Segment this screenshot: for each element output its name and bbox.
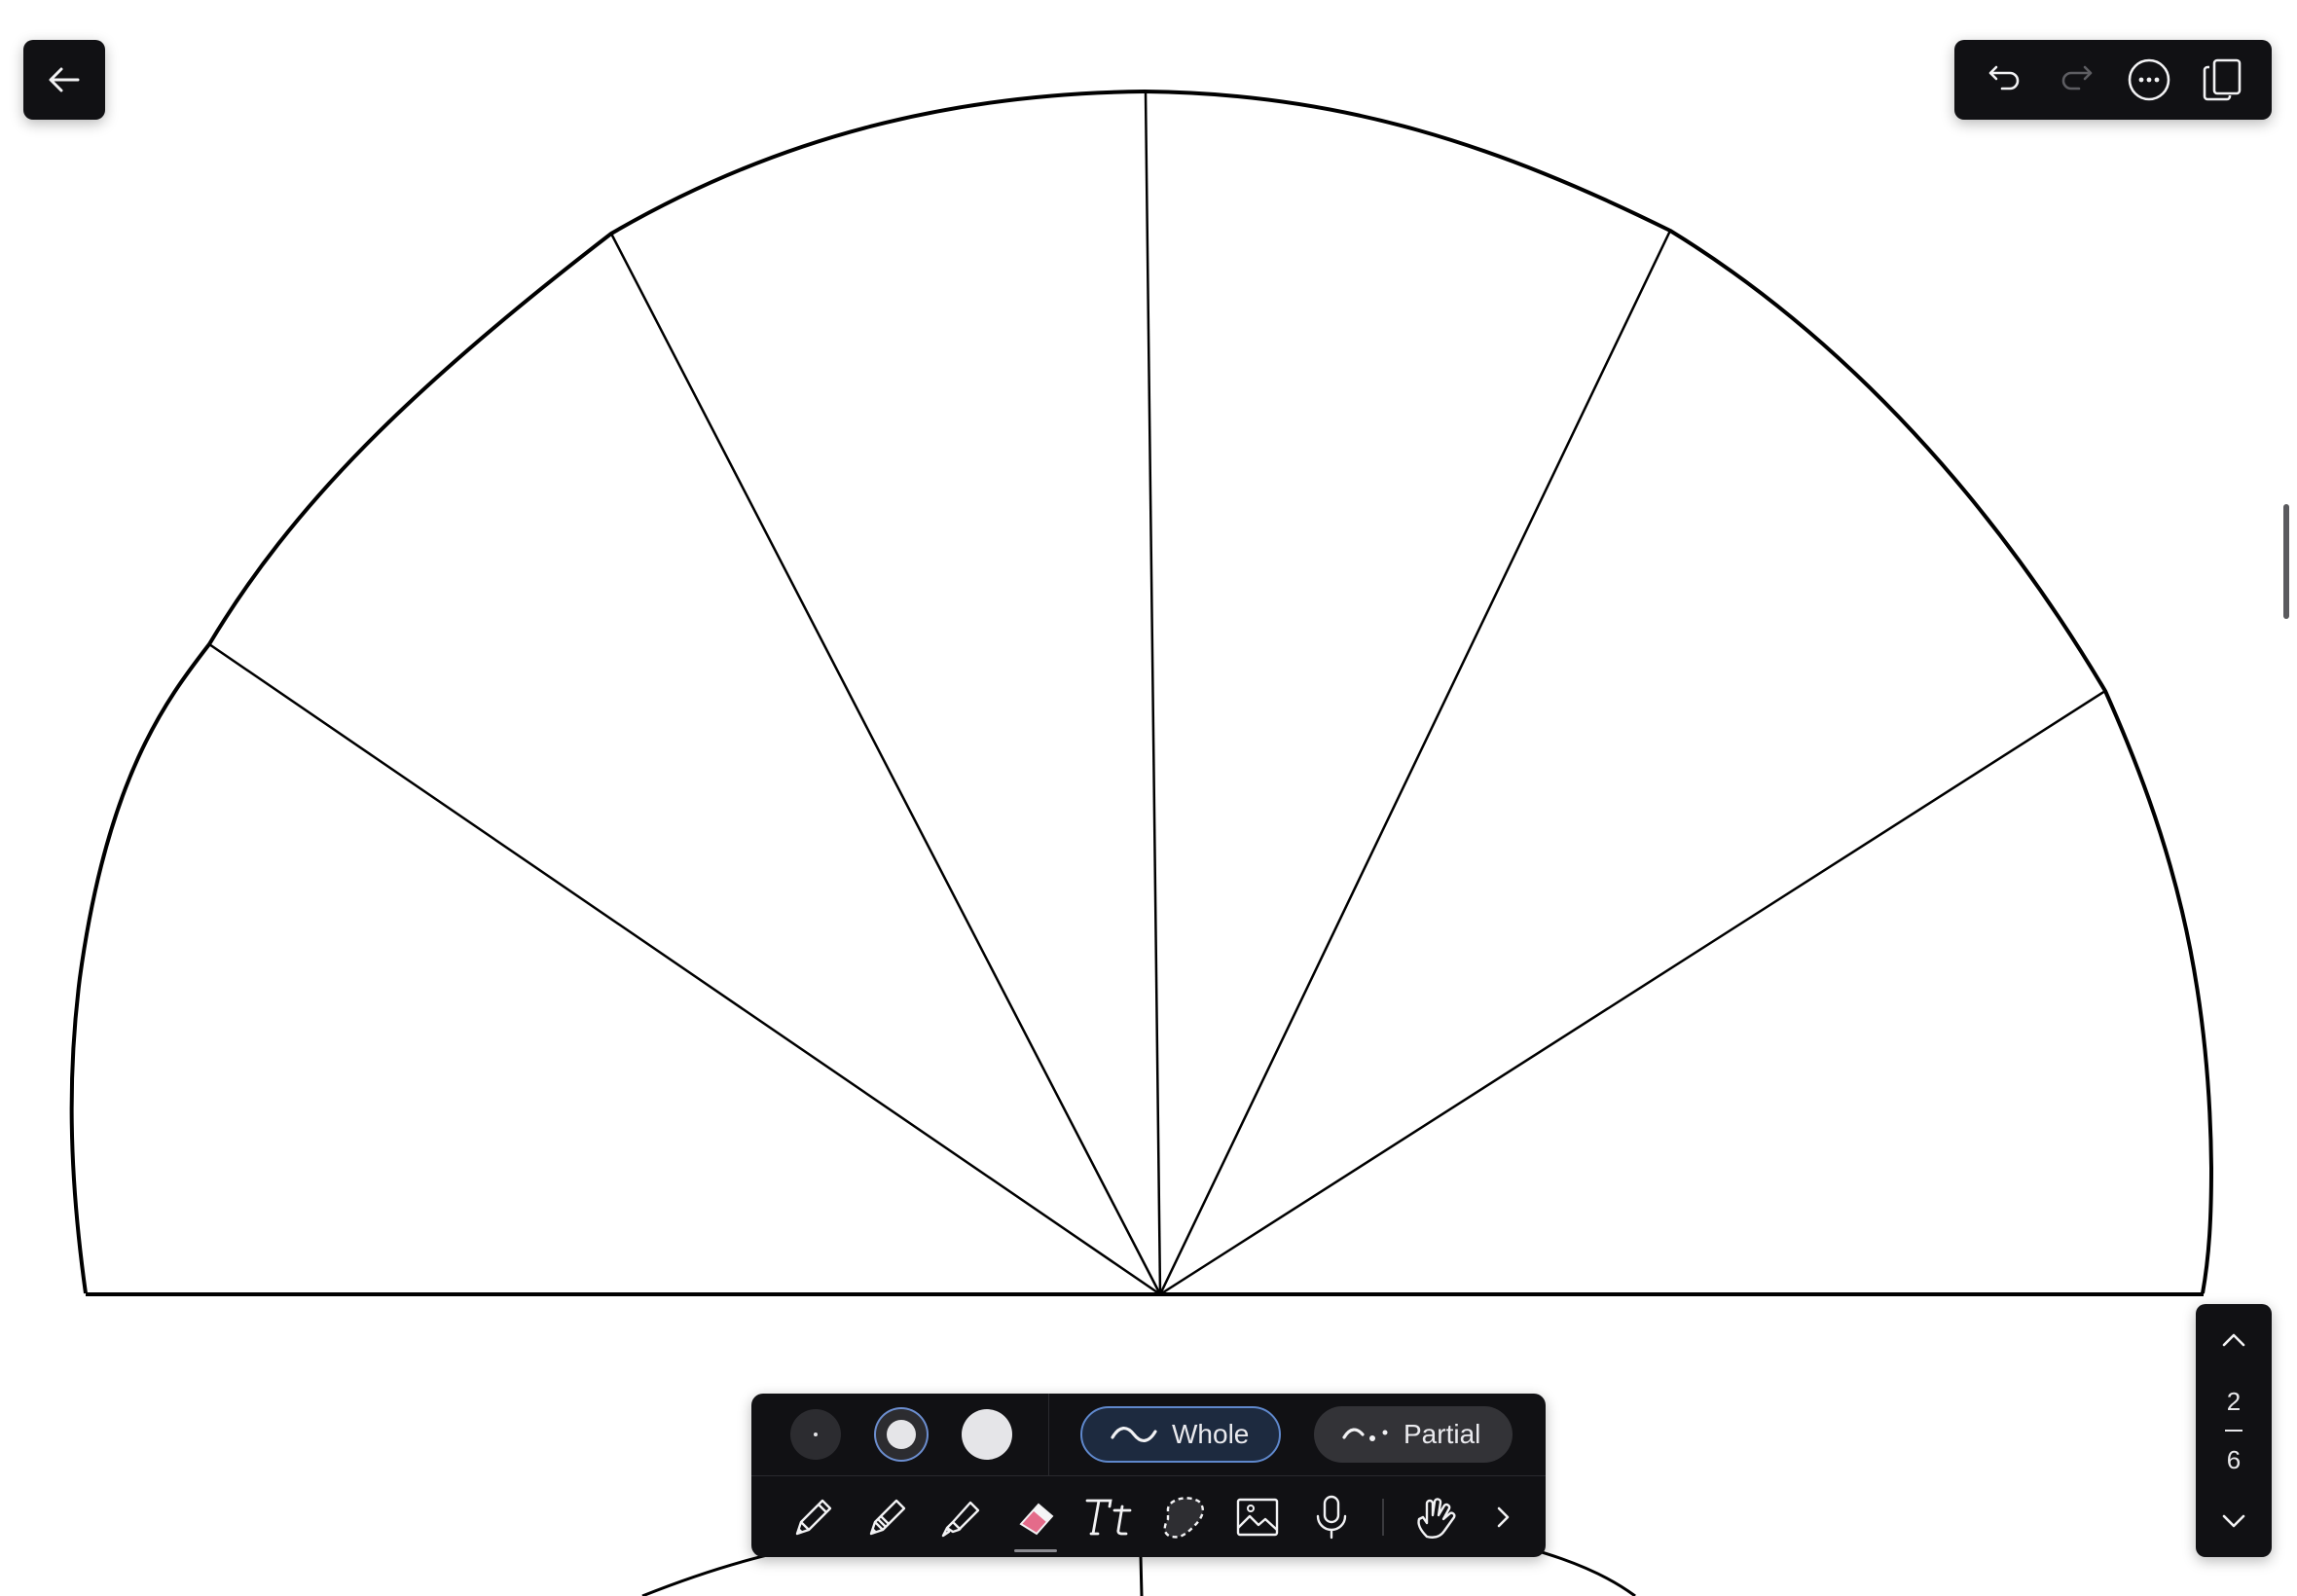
eraser-options-row: Whole Partial — [751, 1394, 1546, 1476]
next-radial-line — [1139, 1556, 1144, 1596]
more-icon — [2128, 58, 2170, 101]
radial-line-3 — [1144, 91, 1162, 1295]
chevron-up-icon — [2222, 1333, 2245, 1347]
eraser-size-medium[interactable] — [876, 1409, 927, 1460]
bottom-toolbar: Whole Partial — [751, 1394, 1546, 1557]
eraser-icon — [1019, 1503, 1054, 1536]
tool-text[interactable] — [1082, 1486, 1137, 1548]
back-button[interactable] — [23, 40, 105, 120]
tool-highlighter[interactable] — [934, 1486, 989, 1548]
page-indicator: 2 6 — [2225, 1387, 2242, 1474]
tool-pen[interactable] — [786, 1486, 841, 1548]
microphone-icon — [1316, 1495, 1347, 1540]
chevron-right-icon — [1497, 1506, 1510, 1528]
eraser-size-large[interactable] — [962, 1409, 1012, 1460]
current-page: 2 — [2226, 1387, 2242, 1416]
page-divider — [2225, 1430, 2242, 1432]
mode-whole-button[interactable]: Whole — [1080, 1406, 1281, 1463]
tools-row — [751, 1476, 1546, 1557]
undo-icon — [1988, 65, 2020, 91]
tools-divider — [1382, 1499, 1384, 1536]
page-up-button[interactable] — [2211, 1318, 2256, 1362]
redo-button[interactable] — [2046, 49, 2108, 111]
radial-line-1 — [208, 642, 1161, 1296]
image-icon — [1236, 1498, 1279, 1537]
top-toolbar — [1954, 40, 2272, 120]
scroll-indicator[interactable] — [2283, 504, 2289, 619]
page-down-button[interactable] — [2211, 1499, 2256, 1543]
redo-icon — [2061, 65, 2093, 91]
highlighter-icon — [941, 1501, 980, 1538]
size-dot-icon — [965, 1412, 1009, 1457]
total-pages: 6 — [2226, 1445, 2242, 1474]
pencil-icon — [869, 1499, 906, 1536]
tool-touch[interactable] — [1409, 1486, 1464, 1548]
size-dot-icon — [814, 1433, 818, 1436]
partial-wave-icon — [1342, 1428, 1388, 1441]
tool-eraser[interactable] — [1008, 1486, 1063, 1552]
pages-button[interactable] — [2191, 49, 2253, 111]
mode-whole-label: Whole — [1172, 1419, 1250, 1449]
semicircle-arc — [69, 89, 2214, 1294]
radial-line-4 — [1158, 230, 1672, 1295]
tool-pencil[interactable] — [860, 1486, 915, 1548]
tool-lasso[interactable] — [1156, 1486, 1211, 1548]
size-dot-icon — [887, 1420, 916, 1449]
undo-button[interactable] — [1973, 49, 2035, 111]
hand-icon — [1417, 1498, 1456, 1539]
pages-icon — [2203, 58, 2242, 101]
more-button[interactable] — [2118, 49, 2180, 111]
lasso-icon — [1163, 1497, 1205, 1539]
radial-line-5 — [1159, 689, 2106, 1296]
radial-line-2 — [609, 233, 1162, 1295]
pen-icon — [795, 1499, 832, 1536]
arrow-left-icon — [49, 67, 80, 92]
wave-icon — [1111, 1427, 1157, 1442]
text-icon — [1085, 1499, 1132, 1536]
page-navigator: 2 6 — [2196, 1304, 2272, 1557]
mode-partial-label: Partial — [1404, 1419, 1481, 1449]
eraser-size-group — [751, 1394, 1049, 1475]
tool-expand[interactable] — [1483, 1486, 1522, 1548]
tool-audio[interactable] — [1304, 1486, 1359, 1548]
mode-partial-button[interactable]: Partial — [1314, 1406, 1513, 1463]
tool-image[interactable] — [1230, 1486, 1285, 1548]
chevron-down-icon — [2222, 1514, 2245, 1528]
eraser-size-small[interactable] — [790, 1409, 841, 1460]
